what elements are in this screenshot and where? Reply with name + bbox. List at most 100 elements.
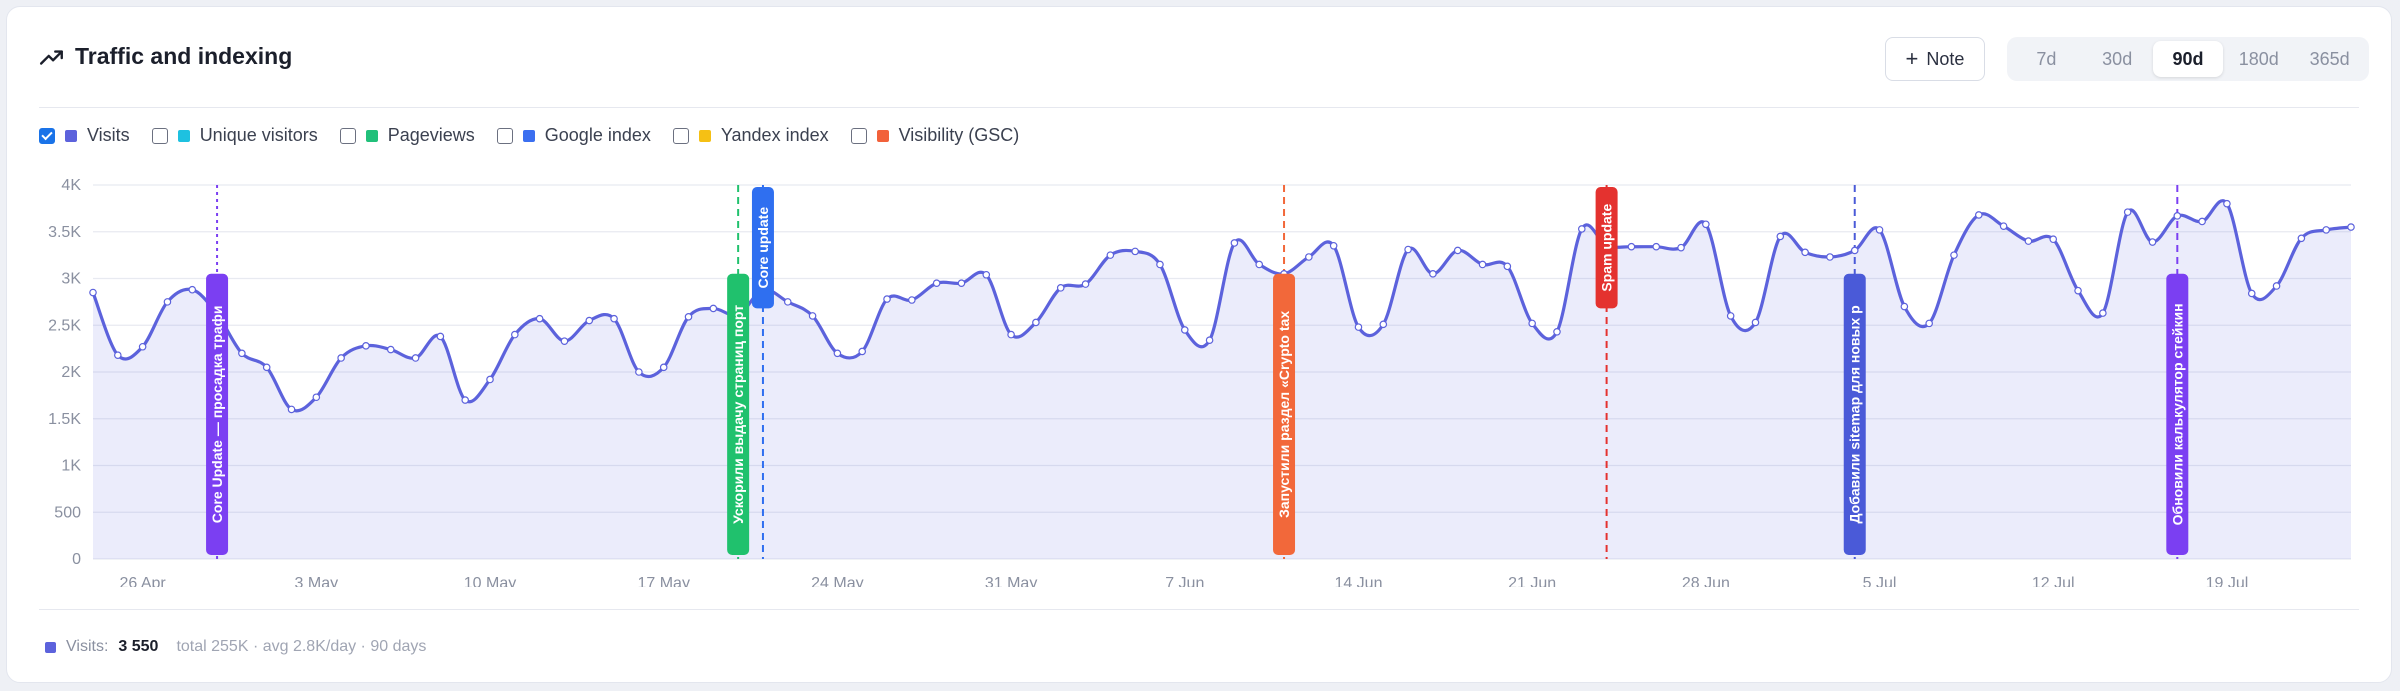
data-point bbox=[1379, 320, 1388, 329]
data-point bbox=[1354, 323, 1363, 331]
pageviews-checkbox[interactable] bbox=[339, 127, 356, 144]
data-point bbox=[1180, 326, 1189, 334]
data-point bbox=[833, 349, 842, 358]
data-point bbox=[1255, 260, 1264, 269]
data-point bbox=[957, 279, 966, 287]
data-point bbox=[1056, 284, 1065, 292]
y-tick-label: 3K bbox=[61, 271, 81, 288]
legend-label: Unique visitors bbox=[199, 125, 318, 145]
header-divider bbox=[39, 107, 2359, 108]
range-30d-button[interactable]: 30d bbox=[2102, 48, 2133, 69]
data-point bbox=[2049, 235, 2058, 244]
data-point bbox=[585, 316, 594, 325]
x-tick-label: 19 Jul bbox=[2206, 575, 2249, 587]
y-tick-label: 2K bbox=[61, 364, 81, 381]
legend-item-google-index[interactable]: Google index bbox=[496, 125, 651, 146]
x-tick-label: 17 May bbox=[637, 575, 689, 587]
data-point bbox=[808, 312, 817, 320]
data-point bbox=[1850, 246, 1859, 255]
data-point bbox=[908, 296, 916, 304]
data-point bbox=[1776, 232, 1785, 241]
legend-item-unique-visitors[interactable]: Unique visitors bbox=[151, 125, 318, 146]
data-point bbox=[287, 405, 296, 414]
data-point bbox=[2297, 234, 2306, 243]
range-7d-button[interactable]: 7d bbox=[2036, 48, 2057, 69]
pageviews-swatch bbox=[365, 129, 378, 142]
data-point bbox=[2123, 208, 2132, 216]
card-title: Traffic and indexing bbox=[75, 43, 293, 69]
visits-checkbox[interactable] bbox=[39, 127, 55, 144]
legend-item-yandex-index[interactable]: Yandex index bbox=[672, 125, 829, 146]
visibility-gsc-checkbox[interactable] bbox=[850, 127, 867, 144]
data-point bbox=[1081, 280, 1090, 288]
legend-label: Google index bbox=[544, 125, 651, 145]
x-tick-label: 26 Apr bbox=[119, 575, 166, 587]
data-point bbox=[1205, 336, 1214, 345]
data-point bbox=[1429, 270, 1437, 278]
annotation-pill bbox=[1595, 187, 1618, 309]
data-point bbox=[535, 314, 544, 323]
range-365d-button[interactable]: 365d bbox=[2309, 48, 2350, 69]
annotation-pill bbox=[1843, 273, 1866, 555]
x-tick-label: 5 Jul bbox=[1863, 575, 1897, 587]
annotation-label: Обновили калькулятор стейкин bbox=[2169, 303, 2185, 525]
yandex-index-checkbox[interactable] bbox=[672, 127, 689, 144]
data-point bbox=[684, 313, 693, 321]
data-point bbox=[2074, 286, 2082, 295]
legend-item-pageviews[interactable]: Pageviews bbox=[339, 125, 475, 146]
y-tick-label: 0 bbox=[72, 551, 81, 568]
legend-item-visibility-gsc[interactable]: Visibility (GSC) bbox=[850, 125, 1019, 146]
data-point bbox=[1577, 225, 1586, 233]
data-point bbox=[138, 342, 147, 351]
range-90d-button[interactable]: 90d bbox=[2152, 41, 2224, 77]
data-point bbox=[262, 363, 271, 372]
data-point bbox=[386, 345, 395, 354]
annotation-label: Ускорили выдачу страниц порт bbox=[730, 305, 746, 524]
data-point bbox=[2322, 226, 2330, 234]
series-legend: Visits Unique visitors Pageviews Google ind… bbox=[39, 125, 1041, 146]
footer-value: 3 550 bbox=[118, 638, 159, 655]
unique-visitors-checkbox[interactable] bbox=[151, 127, 168, 144]
data-point bbox=[436, 332, 445, 341]
data-point bbox=[2198, 217, 2206, 226]
data-point bbox=[1975, 211, 1983, 219]
data-point bbox=[709, 304, 718, 313]
x-tick-label: 21 Jun bbox=[1508, 575, 1556, 587]
visits-swatch bbox=[45, 641, 56, 653]
data-point bbox=[2024, 237, 2033, 245]
data-point bbox=[1677, 243, 1685, 252]
visibility-gsc-swatch bbox=[876, 129, 889, 142]
data-point bbox=[1131, 247, 1139, 256]
legend-item-visits[interactable]: Visits bbox=[39, 125, 130, 146]
data-point bbox=[1453, 246, 1462, 255]
data-point bbox=[1900, 302, 1909, 311]
data-point bbox=[1627, 242, 1636, 251]
annotation-pill bbox=[1273, 273, 1296, 555]
legend-label: Visits bbox=[87, 125, 130, 145]
range-180d-button[interactable]: 180d bbox=[2238, 48, 2279, 69]
data-point bbox=[1652, 242, 1661, 251]
trending-up-icon bbox=[39, 49, 63, 65]
data-point bbox=[511, 330, 519, 339]
x-tick-label: 14 Jun bbox=[1334, 575, 1382, 587]
data-point bbox=[337, 354, 345, 362]
add-note-button[interactable]: + Note bbox=[1885, 37, 1985, 81]
data-point bbox=[560, 337, 569, 345]
plus-icon: + bbox=[1905, 46, 1919, 71]
x-tick-label: 28 Jun bbox=[1682, 575, 1730, 587]
data-point bbox=[1726, 312, 1735, 320]
data-point bbox=[982, 270, 991, 279]
data-point bbox=[883, 295, 891, 303]
data-point bbox=[1925, 319, 1933, 328]
google-index-checkbox[interactable] bbox=[496, 127, 513, 144]
data-point bbox=[1106, 251, 1115, 259]
annotation-pill bbox=[727, 273, 750, 555]
data-point bbox=[486, 375, 494, 384]
unique-visitors-swatch bbox=[177, 129, 190, 142]
data-point bbox=[2223, 199, 2231, 208]
data-point bbox=[2347, 223, 2355, 231]
annotation-pill bbox=[2166, 273, 2189, 555]
data-point bbox=[1875, 226, 1884, 234]
y-tick-label: 4K bbox=[61, 177, 81, 194]
visits-swatch bbox=[65, 129, 77, 142]
